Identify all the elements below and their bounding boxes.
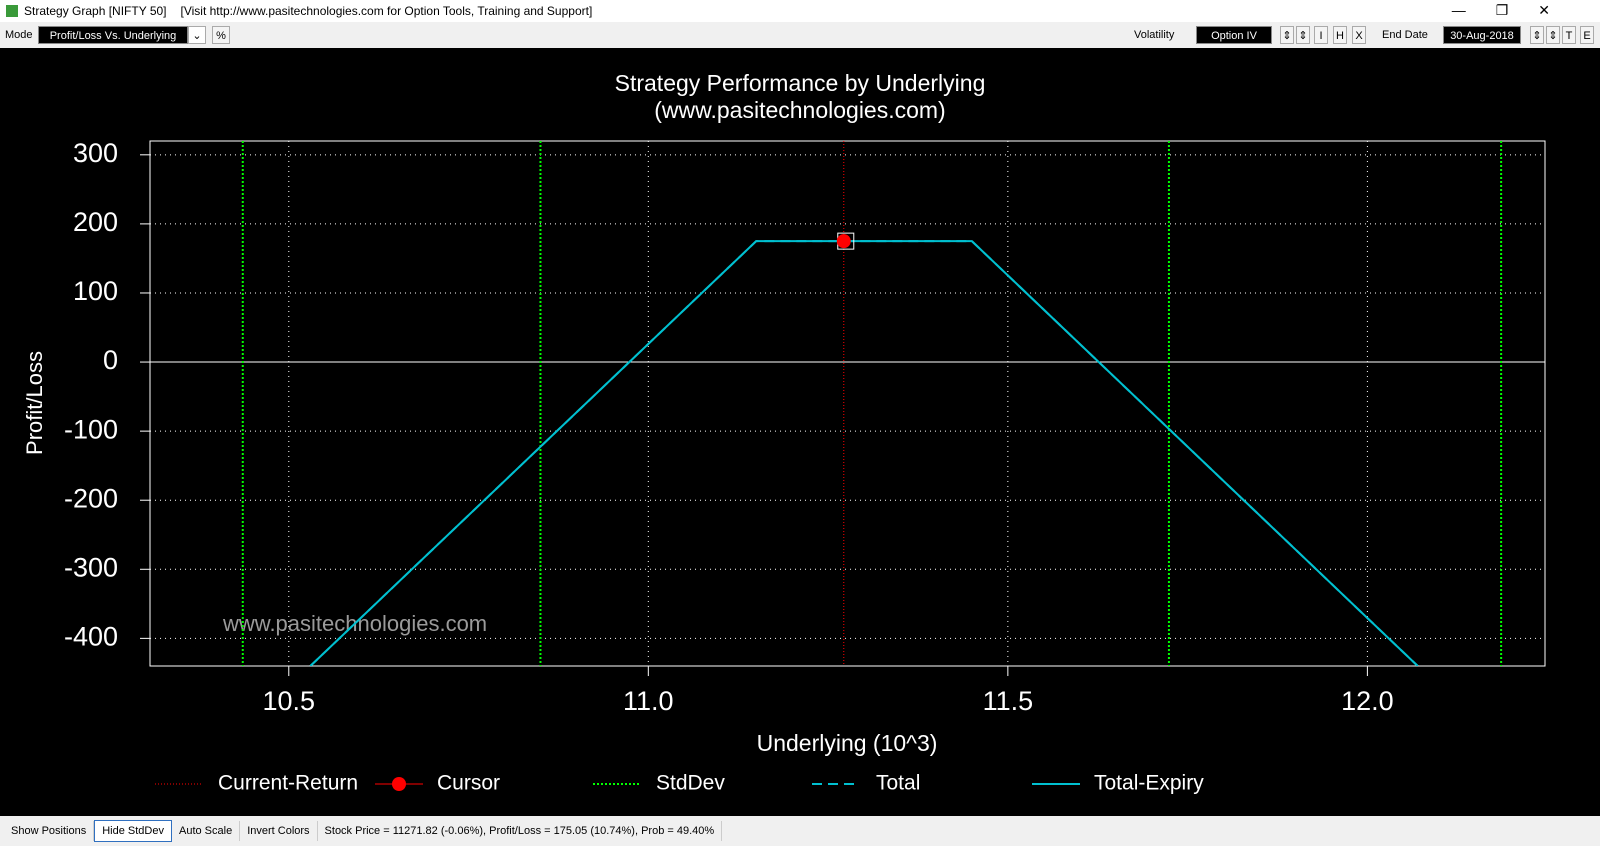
percent-button[interactable]: %	[212, 26, 230, 44]
y-tick-label: 200	[73, 207, 118, 237]
legend-label: StdDev	[656, 772, 725, 795]
date-button[interactable]: T	[1562, 26, 1576, 44]
vol-button[interactable]: I	[1314, 26, 1328, 44]
mode-select[interactable]: Profit/Loss Vs. Underlying	[38, 26, 188, 44]
spin-button[interactable]: ⇕	[1530, 26, 1544, 44]
plot-frame	[149, 140, 1546, 667]
x-tick-label: 11.5	[983, 686, 1034, 716]
chart-subtitle: (www.pasitechnologies.com)	[654, 97, 945, 123]
end-date-label: End Date	[1382, 29, 1428, 41]
status-button[interactable]: Show Positions	[4, 821, 95, 841]
chart: Strategy Performance by Underlying (www.…	[0, 48, 1600, 816]
window-controls[interactable]: —❐✕	[1451, 2, 1580, 18]
volatility-select[interactable]: Option IV	[1196, 26, 1272, 44]
mode-label: Mode	[5, 29, 33, 41]
y-tick-label: -300	[64, 552, 118, 582]
window-visit: [Visit http://www.pasitechnologies.com f…	[180, 4, 593, 18]
spin-button[interactable]: ⇕	[1546, 26, 1560, 44]
legend-label: Current-Return	[218, 772, 358, 795]
spin-button[interactable]: ⇕	[1280, 26, 1294, 44]
series-line	[309, 240, 1419, 666]
y-tick-label: -200	[64, 483, 118, 513]
vol-button[interactable]: X	[1352, 26, 1366, 44]
legend-label: Total-Expiry	[1094, 772, 1204, 795]
status-button[interactable]: Invert Colors	[240, 821, 318, 841]
x-tick-label: 11.0	[623, 686, 674, 716]
plot-area	[241, 141, 1503, 666]
legend-label: Cursor	[437, 772, 500, 795]
x-axis-label: Underlying (10^3)	[757, 730, 938, 756]
y-tick-label: 100	[73, 276, 118, 306]
toolbar: Mode Profit/Loss Vs. Underlying ⌄ % Vola…	[0, 22, 1600, 48]
end-date-input[interactable]: 30-Aug-2018	[1443, 26, 1521, 44]
x-tick-label: 10.5	[262, 686, 315, 716]
app-icon	[6, 5, 18, 17]
status-info: Stock Price = 11271.82 (-0.06%), Profit/…	[318, 821, 723, 841]
series-line	[309, 240, 1419, 666]
y-axis-label: Profit/Loss	[22, 351, 47, 455]
spin-button[interactable]: ⇕	[1296, 26, 1310, 44]
cursor-point	[836, 234, 851, 249]
mode-dropdown[interactable]: ⌄	[188, 26, 206, 44]
x-tick-label: 12.0	[1341, 686, 1394, 716]
title-bar: Strategy Graph [NIFTY 50] [Visit http://…	[0, 0, 1600, 22]
legend-swatch	[392, 777, 406, 791]
y-tick-label: -100	[64, 414, 118, 444]
status-button[interactable]: Auto Scale	[172, 821, 241, 841]
status-bar: Show Positions Hide StdDev Auto Scale In…	[0, 816, 1600, 846]
chart-title: Strategy Performance by Underlying	[615, 70, 986, 96]
legend-label: Total	[876, 772, 920, 795]
date-button[interactable]: E	[1580, 26, 1594, 44]
volatility-label: Volatility	[1134, 29, 1175, 41]
y-tick-label: -400	[64, 621, 118, 651]
status-button[interactable]: Hide StdDev	[94, 820, 172, 842]
vol-button[interactable]: H	[1333, 26, 1347, 44]
y-tick-label: 0	[103, 345, 118, 375]
y-tick-label: 300	[73, 138, 118, 168]
window-title: Strategy Graph [NIFTY 50]	[24, 4, 167, 18]
